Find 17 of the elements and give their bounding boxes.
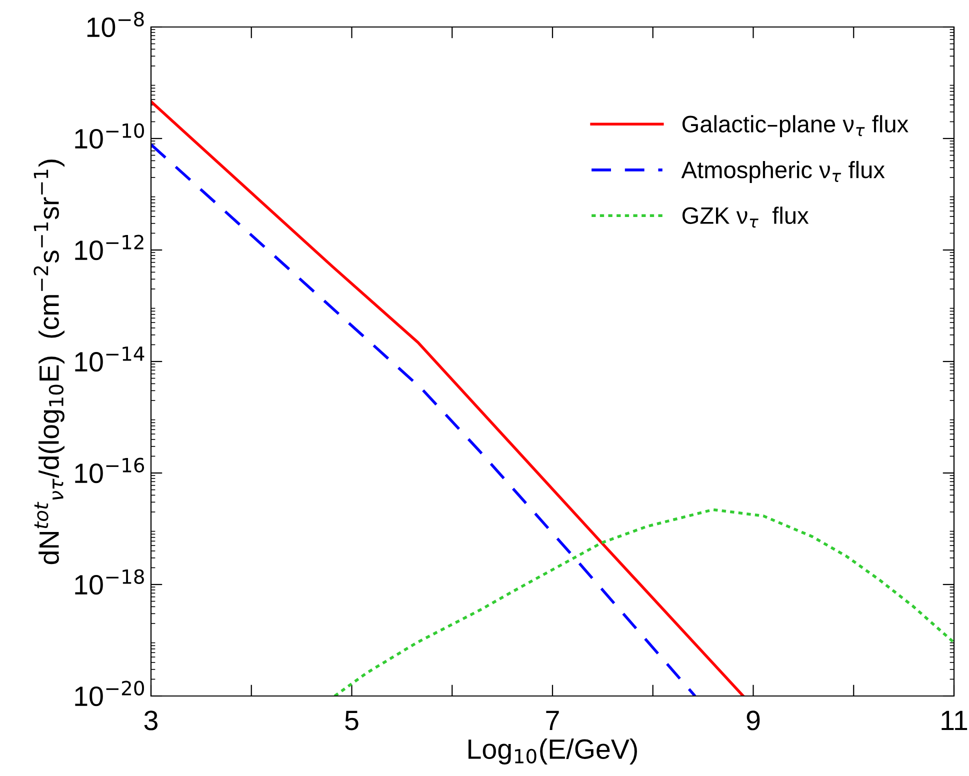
x-tick-label: 5 [345, 710, 358, 730]
y-tick-label: 10$^{−16}$ [75, 458, 144, 484]
y-tick-label: 10$^{−8}$ [87, 12, 144, 38]
x-axis-title: Log$_{10}$(E/GeV) [468, 738, 637, 764]
y-tick-label: 10$^{−18}$ [75, 569, 144, 595]
legend-label: Atmospheric ν$_{τ}$ flux [681, 160, 885, 183]
legend-label: GZK ν$_{τ}$ flux [682, 206, 809, 228]
text: dN$^{tot}$$_{ντ}$/d(log$_{10}$E) (cm$^{−2}$s$^{−1}$sr$^{−1}$) [34, 160, 64, 564]
y-tick-label: 10$^{−10}$ [75, 123, 144, 149]
y-tick-label: 10$^{−12}$ [75, 234, 144, 260]
x-tick-label: 9 [746, 710, 760, 730]
y-tick-label: 10$^{−14}$ [75, 346, 144, 372]
x-tick-label: 3 [144, 710, 158, 730]
x-tick-label: 7 [546, 710, 559, 730]
legend-label: Galactic–plane ν$_{τ}$ flux [682, 115, 908, 138]
y-tick-label: 10$^{−20}$ [75, 680, 144, 706]
x-tick-label: 11 [942, 710, 968, 730]
